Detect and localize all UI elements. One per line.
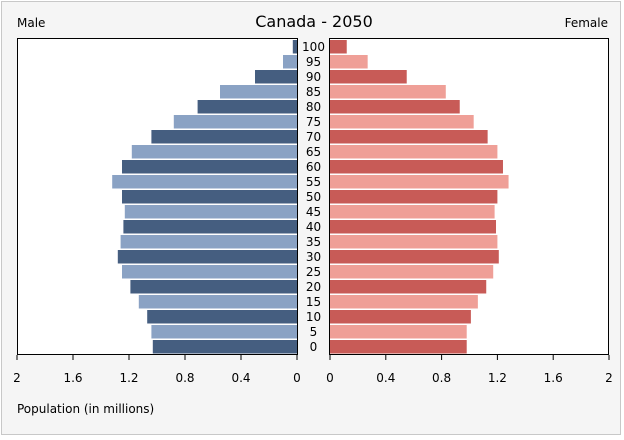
age-label-95: 95 — [306, 55, 321, 69]
female-bar-70 — [330, 130, 488, 144]
male-bar-50 — [122, 190, 297, 204]
male-bar-20 — [130, 280, 297, 294]
female-bar-50 — [330, 190, 498, 204]
x-tick-label-4: 0.4 — [231, 371, 250, 385]
female-bar-65 — [330, 145, 498, 159]
x-tick-label-1: 1.6 — [63, 371, 82, 385]
male-bar-75 — [173, 115, 297, 129]
x-tick-label-9: 1.2 — [488, 371, 507, 385]
age-label-50: 50 — [306, 190, 321, 204]
female-bar-25 — [330, 265, 494, 279]
female-bar-95 — [330, 55, 368, 69]
age-label-60: 60 — [306, 160, 321, 174]
age-label-90: 90 — [306, 70, 321, 84]
female-bar-0 — [330, 340, 467, 354]
x-tick-label-8: 0.8 — [432, 371, 451, 385]
age-label-85: 85 — [306, 85, 321, 99]
male-bar-85 — [220, 85, 297, 99]
female-bar-45 — [330, 205, 495, 219]
female-bar-55 — [330, 175, 509, 189]
x-tick-label-3: 0.8 — [175, 371, 194, 385]
male-bar-60 — [122, 160, 297, 174]
age-label-70: 70 — [306, 130, 321, 144]
x-tick-label-7: 0.4 — [376, 371, 395, 385]
age-label-40: 40 — [306, 220, 321, 234]
male-bar-70 — [151, 130, 297, 144]
age-label-15: 15 — [306, 295, 321, 309]
age-label-45: 45 — [306, 205, 321, 219]
female-label: Female — [565, 16, 608, 30]
male-bar-15 — [138, 295, 297, 309]
age-label-30: 30 — [306, 250, 321, 264]
age-label-5: 5 — [310, 325, 318, 339]
male-bar-90 — [255, 70, 297, 84]
chart-title: Canada - 2050 — [255, 12, 373, 31]
age-label-80: 80 — [306, 100, 321, 114]
male-bar-95 — [283, 55, 297, 69]
female-bar-75 — [330, 115, 474, 129]
female-bar-80 — [330, 100, 460, 114]
male-bar-10 — [147, 310, 297, 324]
x-tick-label-11: 2 — [605, 371, 613, 385]
age-label-65: 65 — [306, 145, 321, 159]
male-bar-80 — [197, 100, 297, 114]
male-bar-55 — [112, 175, 297, 189]
x-tick-label-5: 0 — [293, 371, 301, 385]
female-bar-15 — [330, 295, 478, 309]
age-label-55: 55 — [306, 175, 321, 189]
female-bar-85 — [330, 85, 446, 99]
female-bar-60 — [330, 160, 503, 174]
age-label-10: 10 — [306, 310, 321, 324]
female-bar-35 — [330, 235, 498, 249]
male-label: Male — [17, 16, 45, 30]
female-bar-20 — [330, 280, 487, 294]
male-bar-5 — [151, 325, 297, 339]
male-bar-65 — [131, 145, 297, 159]
male-bar-40 — [123, 220, 298, 234]
age-label-35: 35 — [306, 235, 321, 249]
female-bar-100 — [330, 40, 347, 54]
x-tick-label-6: 0 — [326, 371, 334, 385]
x-axis-label: Population (in millions) — [17, 402, 154, 416]
male-bar-30 — [117, 250, 297, 264]
age-label-20: 20 — [306, 280, 321, 294]
age-label-25: 25 — [306, 265, 321, 279]
female-bar-5 — [330, 325, 467, 339]
female-bar-30 — [330, 250, 499, 264]
x-tick-label-10: 1.6 — [544, 371, 563, 385]
female-bar-40 — [330, 220, 497, 234]
x-tick-label-2: 1.2 — [119, 371, 138, 385]
male-bar-0 — [152, 340, 297, 354]
female-bar-10 — [330, 310, 471, 324]
male-bar-25 — [122, 265, 297, 279]
male-bar-45 — [124, 205, 297, 219]
male-bar-35 — [120, 235, 297, 249]
male-bar-100 — [292, 40, 297, 54]
age-label-75: 75 — [306, 115, 321, 129]
x-tick-label-0: 2 — [13, 371, 21, 385]
age-label-100: 100 — [302, 40, 325, 54]
age-label-0: 0 — [310, 340, 318, 354]
female-bar-90 — [330, 70, 407, 84]
